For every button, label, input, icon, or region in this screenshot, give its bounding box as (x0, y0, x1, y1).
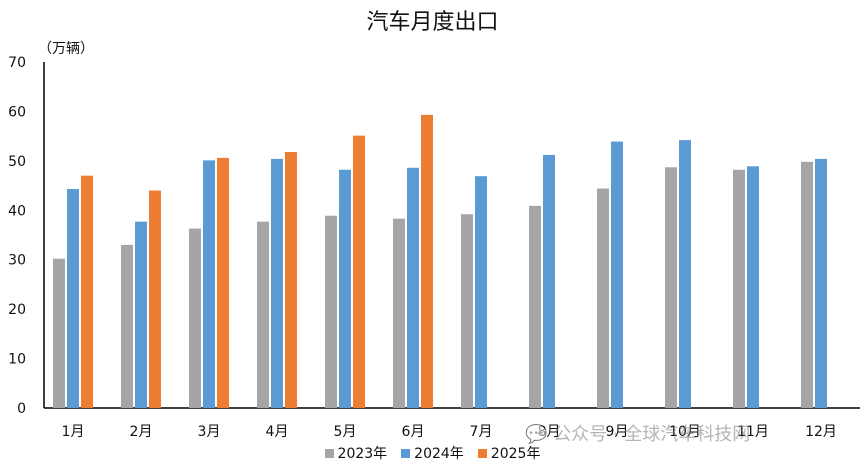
bar-2023年-9月 (597, 188, 609, 408)
x-tick-label-10月: 10月 (669, 424, 701, 440)
bar-2024年-2月 (135, 221, 147, 408)
y-tick-label-20: 20 (8, 302, 26, 318)
bar-2025年-3月 (217, 157, 229, 408)
bar-2025年-2月 (149, 190, 161, 408)
bar-2024年-1月 (67, 189, 79, 408)
bar-2023年-10月 (665, 167, 677, 408)
legend-item-2024: 2024年 (401, 443, 464, 463)
bar-2023年-8月 (529, 205, 541, 408)
bar-2024年-4月 (271, 158, 283, 408)
legend-swatch-2024 (401, 448, 411, 458)
plot-area: 0 10 20 30 40 50 60 70 1月 2月 3月 4月 5月 6月 7月 8月 9月 10月 11月 1… (8, 55, 860, 440)
legend-label-2023: 2023年 (337, 446, 388, 462)
x-tick-label-4月: 4月 (266, 424, 289, 440)
legend-swatch-2025 (477, 448, 487, 458)
legend-label-2024: 2024年 (414, 446, 464, 462)
y-tick-label-70: 70 (8, 55, 26, 71)
y-axis-unit-label: （万辆） (38, 41, 94, 57)
y-tick-label-50: 50 (8, 154, 26, 170)
bar-2023年-2月 (121, 244, 133, 408)
bar-2024年-12月 (815, 158, 827, 408)
bar-2023年-7月 (461, 214, 473, 408)
bar-2023年-1月 (53, 258, 65, 408)
bar-2023年-11月 (733, 169, 745, 408)
x-tick-label-9月: 9月 (606, 424, 629, 440)
y-tick-label-60: 60 (8, 104, 26, 120)
x-tick-label-1月: 1月 (62, 424, 85, 440)
x-tick-label-2月: 2月 (130, 424, 153, 440)
legend-label-2025: 2025年 (490, 446, 541, 462)
x-tick-label-12月: 12月 (805, 424, 837, 440)
bar-2024年-5月 (339, 169, 351, 408)
bar-2024年-8月 (543, 154, 555, 408)
watermark-text: 公众号 · 全球汽车科技网 (553, 424, 751, 445)
x-tick-label-3月: 3月 (198, 424, 221, 440)
bar-2023年-4月 (257, 221, 269, 408)
y-tick-label-30: 30 (8, 253, 26, 269)
x-tick-label-8月: 8月 (538, 424, 561, 440)
bar-2025年-4月 (285, 151, 297, 408)
bar-2024年-10月 (679, 140, 691, 408)
bar-2023年-3月 (189, 228, 201, 408)
bar-2023年-12月 (801, 161, 813, 408)
wechat-icon: 💬 (525, 424, 554, 445)
x-tick-label-7月: 7月 (470, 424, 493, 440)
bar-2023年-6月 (393, 218, 405, 408)
legend: 2023年 2024年 2025年 (0, 443, 865, 463)
y-tick-label-10: 10 (8, 352, 26, 368)
y-tick-label-40: 40 (8, 203, 26, 219)
legend-item-2023: 2023年 (324, 443, 388, 463)
bar-2024年-9月 (611, 141, 623, 408)
bar-2024年-11月 (747, 166, 759, 408)
y-tick-label-0: 0 (17, 401, 26, 417)
bar-2025年-5月 (353, 135, 365, 409)
chart-title: 汽车月度出口 (366, 10, 499, 35)
bar-2024年-3月 (203, 160, 215, 408)
legend-swatch-2023 (324, 448, 334, 458)
x-tick-label-5月: 5月 (334, 424, 357, 440)
x-tick-label-11月: 11月 (737, 424, 769, 440)
watermark: 💬 公众号 · 全球汽车科技网 (525, 420, 750, 446)
bar-2023年-5月 (325, 215, 337, 408)
bar-2025年-1月 (81, 175, 93, 408)
bar-2024年-7月 (475, 176, 487, 408)
legend-item-2025: 2025年 (477, 443, 541, 463)
bar-2025年-6月 (421, 114, 433, 408)
bar-2024年-6月 (407, 167, 419, 408)
x-tick-label-6月: 6月 (402, 424, 425, 440)
